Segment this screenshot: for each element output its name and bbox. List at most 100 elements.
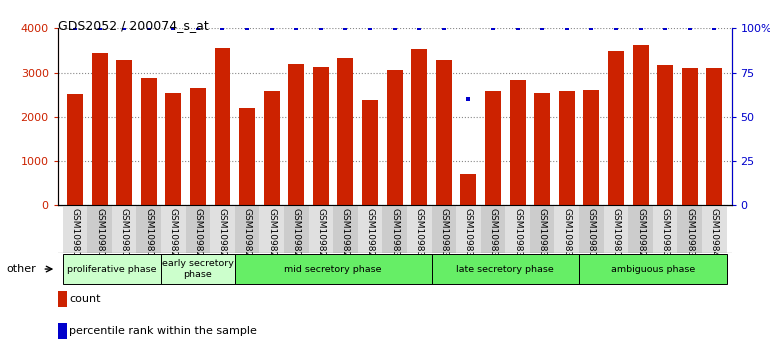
Bar xyxy=(166,93,181,205)
Point xyxy=(659,25,671,31)
Bar xyxy=(485,91,501,205)
Point xyxy=(192,25,204,31)
Point xyxy=(388,25,400,31)
Bar xyxy=(456,205,480,253)
Text: GSM109840: GSM109840 xyxy=(710,208,718,263)
Text: GSM109834: GSM109834 xyxy=(440,208,448,263)
Text: GSM109821: GSM109821 xyxy=(193,208,203,263)
Bar xyxy=(681,68,698,205)
Text: GSM109830: GSM109830 xyxy=(390,208,399,263)
Text: GSM109816: GSM109816 xyxy=(119,208,129,263)
Bar xyxy=(62,205,87,253)
Text: GSM109828: GSM109828 xyxy=(341,208,350,263)
Text: GSM109839: GSM109839 xyxy=(562,208,571,263)
Bar xyxy=(112,205,136,253)
Point xyxy=(413,25,425,31)
Bar xyxy=(628,205,653,253)
Bar xyxy=(161,254,235,284)
Bar xyxy=(161,205,186,253)
Bar xyxy=(263,91,280,205)
Point xyxy=(315,25,327,31)
Bar xyxy=(505,205,530,253)
Bar xyxy=(411,49,427,205)
Bar xyxy=(288,64,304,205)
Bar xyxy=(579,254,727,284)
Point xyxy=(437,25,450,31)
Text: early secretory
phase: early secretory phase xyxy=(162,259,234,279)
Point xyxy=(118,25,130,31)
Point xyxy=(708,25,721,31)
Point xyxy=(610,25,622,31)
Bar xyxy=(235,254,431,284)
Bar xyxy=(653,205,678,253)
Point xyxy=(167,25,179,31)
Text: GSM109819: GSM109819 xyxy=(611,208,621,263)
Text: GSM109822: GSM109822 xyxy=(218,208,227,262)
Point xyxy=(93,25,105,31)
Point xyxy=(462,96,474,102)
Bar xyxy=(678,205,702,253)
Text: GSM109818: GSM109818 xyxy=(587,208,596,263)
Bar xyxy=(141,78,157,205)
Point xyxy=(511,25,524,31)
Bar xyxy=(387,70,403,205)
Bar xyxy=(136,205,161,253)
Bar xyxy=(579,205,604,253)
Text: percentile rank within the sample: percentile rank within the sample xyxy=(69,326,257,336)
Bar xyxy=(333,205,358,253)
Bar xyxy=(190,88,206,205)
Text: GSM109836: GSM109836 xyxy=(488,208,497,263)
Point xyxy=(487,25,499,31)
Bar xyxy=(62,254,161,284)
Point xyxy=(585,25,598,31)
Bar xyxy=(431,254,579,284)
Bar xyxy=(87,205,112,253)
Bar xyxy=(657,65,673,205)
Text: proliferative phase: proliferative phase xyxy=(67,264,156,274)
Bar xyxy=(362,100,378,205)
Bar xyxy=(116,60,132,205)
Text: GSM109826: GSM109826 xyxy=(292,208,301,263)
Bar xyxy=(407,205,431,253)
Bar xyxy=(530,205,554,253)
Text: GSM109832: GSM109832 xyxy=(661,208,670,263)
Bar xyxy=(534,93,550,205)
Bar xyxy=(608,51,624,205)
Point xyxy=(536,25,548,31)
Bar xyxy=(235,205,259,253)
Bar xyxy=(92,53,108,205)
Bar xyxy=(58,323,67,339)
Point xyxy=(364,25,377,31)
Text: GSM109817: GSM109817 xyxy=(144,208,153,263)
Text: GSM109824: GSM109824 xyxy=(243,208,252,262)
Bar xyxy=(632,45,648,205)
Point xyxy=(684,25,696,31)
Point xyxy=(241,25,253,31)
Bar xyxy=(702,205,727,253)
Point xyxy=(340,25,352,31)
Bar xyxy=(239,108,255,205)
Text: GDS2052 / 200074_s_at: GDS2052 / 200074_s_at xyxy=(58,19,209,33)
Point xyxy=(561,25,573,31)
Text: GSM109829: GSM109829 xyxy=(366,208,374,263)
Text: GSM109820: GSM109820 xyxy=(169,208,178,263)
Bar xyxy=(584,90,599,205)
Point xyxy=(216,25,229,31)
Text: GSM109831: GSM109831 xyxy=(415,208,424,263)
Bar xyxy=(215,48,230,205)
Text: count: count xyxy=(69,294,101,304)
Text: GSM109833: GSM109833 xyxy=(685,208,695,263)
Point xyxy=(290,25,303,31)
Bar xyxy=(460,175,477,205)
Bar xyxy=(554,205,579,253)
Text: GSM109815: GSM109815 xyxy=(95,208,104,263)
Bar xyxy=(67,94,83,205)
Text: GSM109823: GSM109823 xyxy=(636,208,645,263)
Text: GSM109827: GSM109827 xyxy=(316,208,326,263)
Bar xyxy=(383,205,407,253)
Text: other: other xyxy=(6,264,36,274)
Bar xyxy=(186,205,210,253)
Point xyxy=(69,25,81,31)
Bar xyxy=(313,67,329,205)
Bar xyxy=(210,205,235,253)
